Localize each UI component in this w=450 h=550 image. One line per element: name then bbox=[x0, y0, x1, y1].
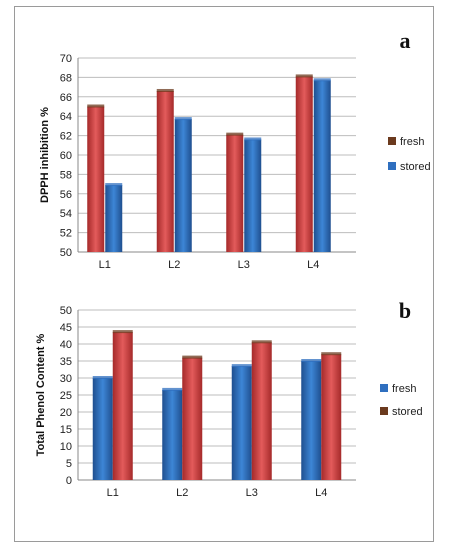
chart-a-dpph: 50 52 54 56 58 60 62 64 66 68 70 L1 L2 L3 L4 DPPH inhib… bbox=[39, 28, 431, 271]
bar-cap-fresh-L4 bbox=[295, 74, 313, 78]
bar-cap-fresh-L1 bbox=[92, 376, 113, 379]
x-tick-label: L3 bbox=[246, 487, 258, 499]
bar-cap-stored-L1 bbox=[105, 183, 123, 187]
y-tick-label: 20 bbox=[60, 407, 72, 419]
bar-cap-stored-L2 bbox=[174, 117, 192, 121]
legend-swatch-fresh bbox=[380, 384, 388, 392]
y-axis-label: DPPH inhibition % bbox=[39, 107, 51, 203]
bar-cap-stored-L2 bbox=[182, 355, 203, 359]
y-tick-label: 15 bbox=[60, 424, 72, 436]
y-tick-label: 45 bbox=[60, 322, 72, 334]
bar-stored-L4 bbox=[313, 80, 331, 252]
bar-fresh-L2 bbox=[162, 389, 183, 480]
panel-label: b bbox=[399, 298, 411, 323]
bar-stored-L2 bbox=[182, 357, 203, 480]
chart-b-phenol: 0 5 10 15 20 25 30 35 40 45 50 L1 L2 L3 L4 Total Phenol… bbox=[35, 298, 423, 499]
bar-fresh-L3 bbox=[226, 134, 244, 252]
x-tick-label: L4 bbox=[307, 259, 319, 271]
bar-cap-fresh-L1 bbox=[87, 104, 105, 108]
x-tick-label: L1 bbox=[107, 487, 119, 499]
bar-cap-stored-L1 bbox=[112, 330, 133, 334]
y-tick-label: 60 bbox=[60, 150, 72, 162]
bar-cap-fresh-L4 bbox=[301, 359, 322, 362]
bar-fresh-L4 bbox=[301, 361, 322, 480]
bar-stored-L1 bbox=[105, 185, 123, 252]
y-tick-label: 35 bbox=[60, 356, 72, 368]
bar-fresh-L1 bbox=[87, 106, 105, 252]
y-tick-label: 56 bbox=[60, 189, 72, 201]
bar-cap-stored-L3 bbox=[251, 340, 272, 344]
x-tick-label: L2 bbox=[176, 487, 188, 499]
y-tick-label: 68 bbox=[60, 72, 72, 84]
bar-stored-L3 bbox=[251, 342, 272, 480]
y-tick-label: 58 bbox=[60, 169, 72, 181]
bar-cap-fresh-L3 bbox=[226, 132, 244, 136]
bar-fresh-L1 bbox=[92, 378, 113, 480]
bar-cap-fresh-L3 bbox=[231, 364, 252, 368]
y-tick-label: 0 bbox=[66, 475, 72, 487]
y-tick-label: 70 bbox=[60, 53, 72, 65]
y-tick-label: 52 bbox=[60, 228, 72, 240]
legend-label-fresh: fresh bbox=[400, 136, 424, 148]
x-tick-label: L3 bbox=[238, 259, 250, 271]
bar-stored-L3 bbox=[244, 139, 262, 252]
y-tick-label: 50 bbox=[60, 247, 72, 259]
y-tick-label: 40 bbox=[60, 339, 72, 351]
x-tick-label: L1 bbox=[99, 259, 111, 271]
x-tick-label: L2 bbox=[168, 259, 180, 271]
y-tick-label: 5 bbox=[66, 458, 72, 470]
panel-label: a bbox=[400, 28, 411, 53]
y-tick-label: 30 bbox=[60, 373, 72, 385]
legend-label-fresh: fresh bbox=[392, 383, 416, 395]
y-tick-label: 25 bbox=[60, 390, 72, 402]
bar-cap-stored-L3 bbox=[244, 137, 262, 141]
y-tick-label: 64 bbox=[60, 111, 72, 123]
bar-stored-L4 bbox=[321, 354, 342, 480]
bar-fresh-L2 bbox=[156, 90, 174, 252]
y-tick-label: 50 bbox=[60, 305, 72, 317]
bar-stored-L2 bbox=[174, 119, 192, 252]
bar-cap-stored-L4 bbox=[313, 78, 331, 82]
legend-label-stored: stored bbox=[392, 406, 423, 418]
bar-fresh-L4 bbox=[295, 76, 313, 253]
y-tick-label: 62 bbox=[60, 131, 72, 143]
y-tick-label: 66 bbox=[60, 92, 72, 104]
x-tick-label: L4 bbox=[315, 487, 327, 499]
y-axis-label: Total Phenol Content % bbox=[35, 333, 47, 456]
y-tick-label: 54 bbox=[60, 208, 72, 220]
legend-swatch-stored bbox=[380, 407, 388, 415]
legend-label-stored: stored bbox=[400, 161, 431, 173]
figure-frame bbox=[14, 6, 434, 542]
y-tick-label: 10 bbox=[60, 441, 72, 453]
legend-swatch-stored bbox=[388, 162, 396, 170]
legend-swatch-fresh bbox=[388, 137, 396, 145]
bar-cap-stored-L4 bbox=[321, 352, 342, 356]
bar-fresh-L3 bbox=[231, 366, 252, 480]
bar-cap-fresh-L2 bbox=[156, 88, 174, 92]
bar-cap-fresh-L2 bbox=[162, 387, 183, 391]
bar-stored-L1 bbox=[112, 332, 133, 480]
